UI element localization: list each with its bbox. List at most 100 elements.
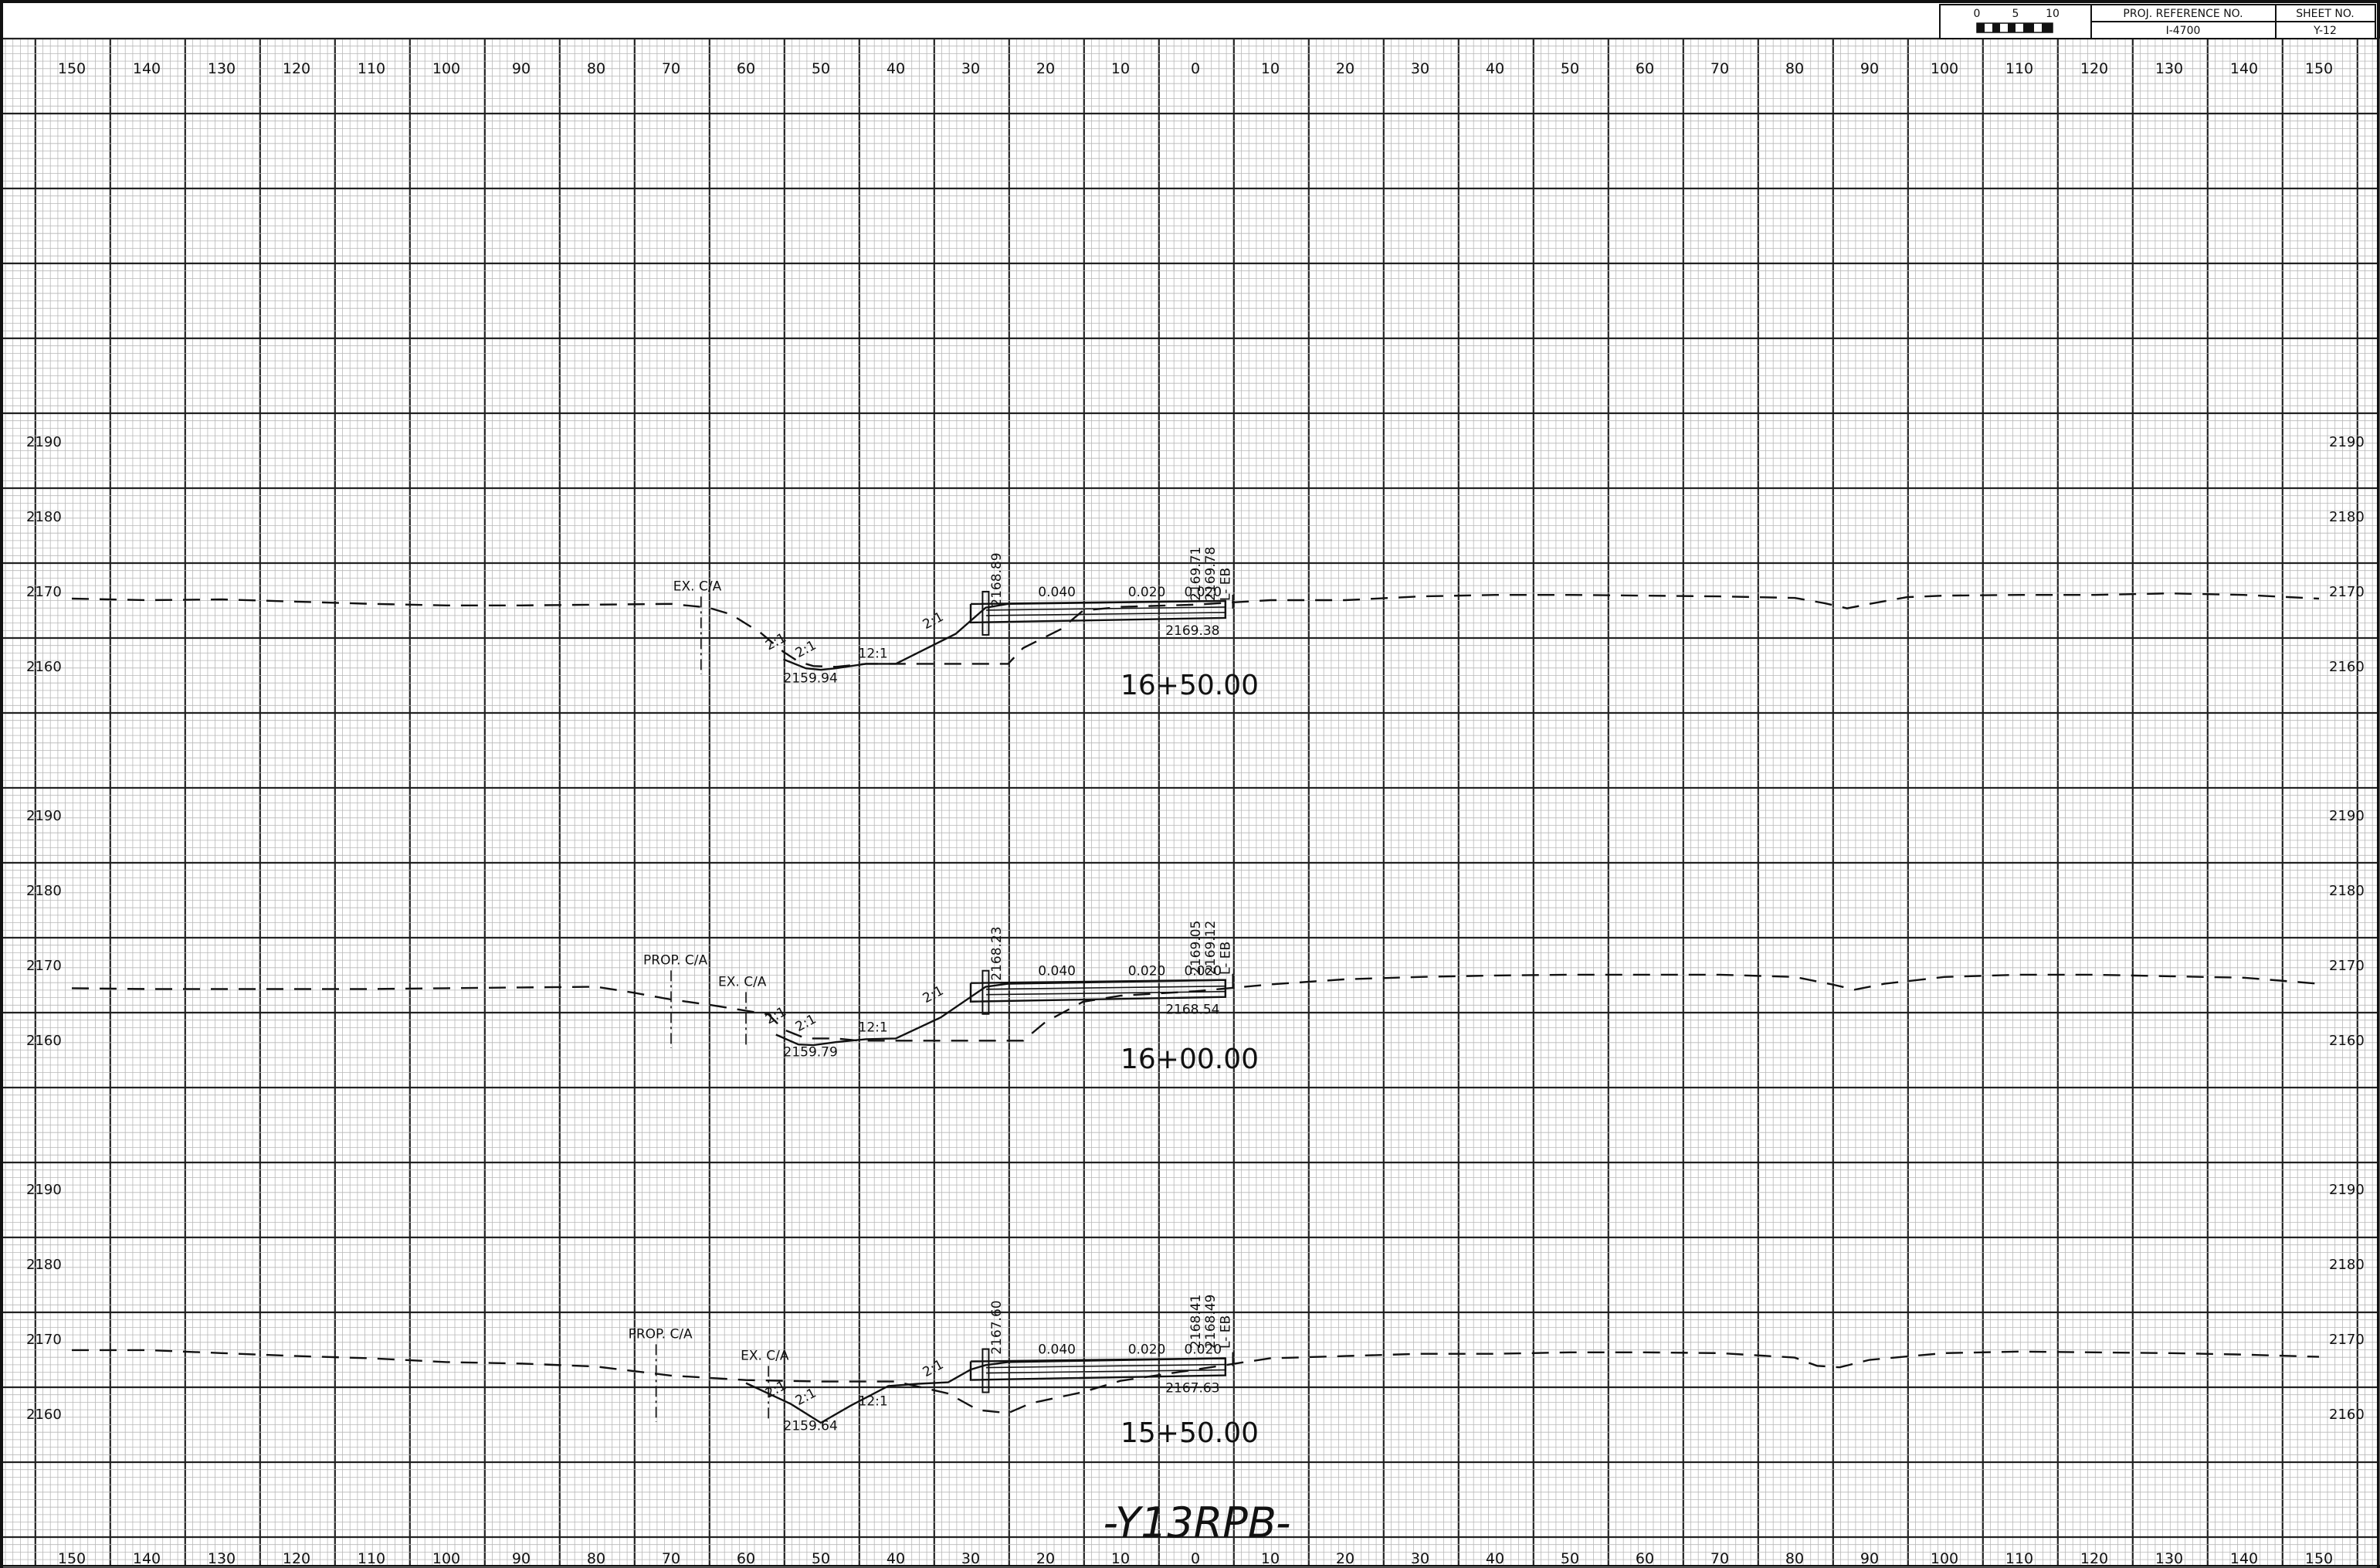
- slope-ratio-note: 2:1: [920, 609, 947, 633]
- grade-elevation: 2168.49: [1203, 1295, 1219, 1349]
- offset-tick-label: 50: [1561, 1550, 1579, 1567]
- offset-tick-label: 10: [1261, 1550, 1280, 1567]
- offset-tick-label: 130: [2155, 60, 2183, 77]
- elevation-label: 2160: [2329, 1407, 2365, 1423]
- proj-ref-label: PROJ. REFERENCE NO.: [2123, 8, 2243, 20]
- cross-slope-value: 0.020: [1184, 964, 1222, 979]
- alignment-label: -Y13RPB-: [1104, 1498, 1291, 1547]
- grade-elevation: 2169.12: [1203, 921, 1219, 975]
- offset-tick-label: 30: [961, 60, 980, 77]
- grade-elevation: 2169.71: [1188, 547, 1204, 601]
- cross-slope-value: 0.040: [1038, 1342, 1076, 1358]
- offset-tick-label: 60: [1636, 1550, 1654, 1567]
- offset-tick-label: 0: [1191, 60, 1200, 77]
- cross-section: 2190 2190 2180 2180 2170 2170 2160 2160 2:1 2:1 12…: [26, 1182, 2365, 1449]
- elevation-label: 2190: [26, 808, 62, 824]
- cross-slope-value: 0.020: [1128, 964, 1166, 979]
- offset-tick-label: 80: [1785, 60, 1804, 77]
- offset-tick-label: 140: [133, 1550, 161, 1567]
- slope-ratio-note: 2:1: [920, 1357, 947, 1381]
- slope-ratio-note: 12:1: [859, 1394, 888, 1410]
- elevation-label: 2190: [26, 434, 62, 450]
- cross-slope-value: 0.020: [1184, 1342, 1222, 1358]
- cross-slope-value: 0.020: [1128, 1342, 1166, 1358]
- offset-tick-label: 90: [1860, 60, 1879, 77]
- offset-tick-label: 110: [358, 1550, 385, 1567]
- elevation-label: 2160: [26, 1033, 62, 1049]
- offset-tick-label: 70: [1710, 1550, 1729, 1567]
- clear-area-label: PROP. C/A: [643, 952, 707, 968]
- elevation-label: 2160: [26, 659, 62, 675]
- offset-tick-label: 100: [432, 1550, 460, 1567]
- cross-slope-value: 0.020: [1184, 585, 1222, 600]
- offset-tick-label: 70: [662, 1550, 680, 1567]
- slope-ratio-note: 12:1: [859, 647, 888, 662]
- elevation-label: 2180: [26, 883, 62, 899]
- elevation-label: 2180: [2329, 883, 2365, 899]
- pavement-layer-line: [985, 1369, 1226, 1374]
- offset-tick-label: 140: [2230, 1550, 2258, 1567]
- elevation-label: 2170: [26, 958, 62, 974]
- offset-tick-label: 20: [1336, 60, 1354, 77]
- offset-tick-label: 90: [512, 60, 531, 77]
- offset-tick-label: 30: [1411, 1550, 1429, 1567]
- offset-tick-label: 70: [1710, 60, 1729, 77]
- pavement-section: [969, 1357, 1227, 1381]
- elevation-label: 2180: [2329, 1257, 2365, 1273]
- curb-marker: [981, 1348, 990, 1393]
- graphic-scale: 0 5 10: [1974, 8, 2060, 33]
- baseline-tag: L- EB: [1219, 1315, 1234, 1349]
- elevation-label: 2160: [2329, 659, 2365, 675]
- scale-label-5: 5: [2012, 8, 2019, 20]
- elevation-label: 2180: [26, 509, 62, 525]
- elevation-label: 2190: [2329, 434, 2365, 450]
- offset-tick-label: 50: [812, 60, 830, 77]
- offset-tick-label: 110: [358, 60, 385, 77]
- offset-tick-label: 90: [1860, 1550, 1879, 1567]
- offset-tick-label: 90: [512, 1550, 531, 1567]
- grade-elevation: 2169.78: [1203, 547, 1219, 601]
- elevation-label: 2190: [2329, 808, 2365, 824]
- sheet-number-label: SHEET NO.: [2296, 8, 2354, 20]
- baseline-tag: L- EB: [1219, 568, 1234, 601]
- clear-area-label: EX. C/A: [673, 579, 722, 594]
- pavement-layer-line: [985, 1363, 1226, 1369]
- offset-tick-label: 80: [587, 60, 605, 77]
- top-of-slope-elevation: 2168.89: [989, 552, 1005, 606]
- slope-ratio-note: 2:1: [793, 638, 819, 662]
- slope-ratio-note: 12:1: [859, 1020, 888, 1036]
- elevation-label: 2170: [2329, 1332, 2365, 1348]
- cross-section: 2190 2190 2180 2180 2170 2170 2160 2160 2:1 2:1 12…: [26, 434, 2365, 701]
- pavement-section: [969, 979, 1227, 1003]
- top-of-slope-elevation: 2168.23: [989, 926, 1005, 980]
- offset-tick-label: 10: [1111, 1550, 1130, 1567]
- proposed-section-line: [745, 1357, 1226, 1424]
- grade-elevation: 2169.05: [1188, 921, 1204, 975]
- offset-tick-label: 150: [58, 1550, 86, 1567]
- elevation-label: 2160: [2329, 1033, 2365, 1049]
- elevation-label: 2180: [2329, 509, 2365, 525]
- low-point-elevation: 2159.64: [784, 1419, 838, 1434]
- baseline-tag: L- EB: [1219, 942, 1234, 975]
- elevation-label: 2170: [2329, 584, 2365, 600]
- offset-tick-label: 150: [2305, 60, 2333, 77]
- offset-tick-label: 110: [2005, 60, 2033, 77]
- offset-tick-label: 100: [1931, 60, 1958, 77]
- pavement-layer-line: [985, 990, 1226, 996]
- proj-ref-value: I-4700: [2166, 25, 2201, 37]
- sheet-number-value: Y-12: [2313, 25, 2337, 37]
- elevation-label: 2170: [26, 1332, 62, 1348]
- existing-ground-line: [72, 1349, 2320, 1414]
- offset-tick-label: 40: [887, 60, 905, 77]
- top-of-slope-elevation: 2167.60: [989, 1300, 1005, 1354]
- offset-tick-label: 10: [1261, 60, 1280, 77]
- station-label: 15+50.00: [1120, 1417, 1259, 1449]
- clear-area-label: EX. C/A: [741, 1348, 789, 1363]
- station-label: 16+50.00: [1120, 670, 1259, 701]
- offset-tick-label: 50: [1561, 60, 1579, 77]
- elevation-label: 2190: [26, 1182, 62, 1198]
- pavement-layer-line: [985, 606, 1226, 611]
- offset-tick-label: 120: [2080, 60, 2108, 77]
- low-point-elevation: 2159.94: [784, 671, 838, 687]
